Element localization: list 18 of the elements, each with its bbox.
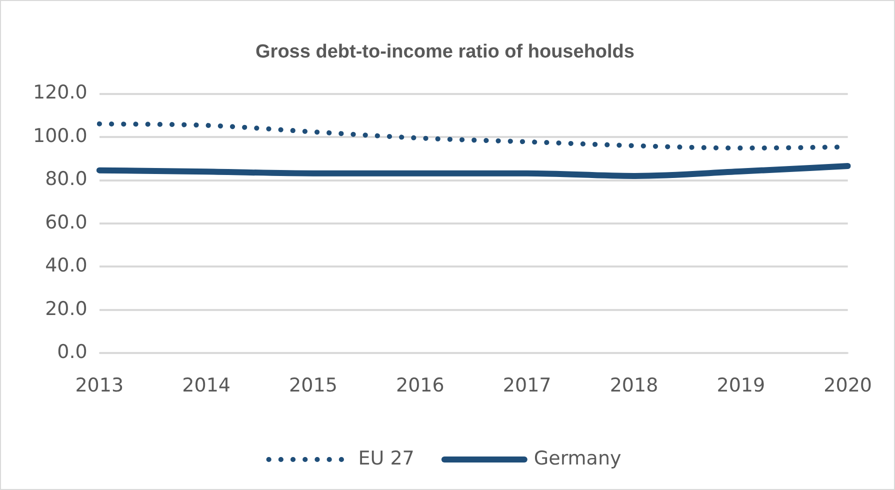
y-tick-label: 20.0 [45,298,88,320]
y-tick-label: 80.0 [45,168,88,190]
legend-label: EU 27 [358,447,414,470]
chart-title: Gross debt-to-income ratio of households [256,42,634,63]
x-tick-label: 2016 [396,374,444,397]
legend-label: Germany [534,447,622,470]
y-tick-label: 100.0 [32,124,88,147]
y-tick-label: 120.0 [32,82,88,104]
y-tick-label: 40.0 [45,254,88,277]
y-tick-label: 0.0 [57,341,88,364]
y-tick-label: 60.0 [45,211,88,234]
x-tick-label: 2017 [502,374,552,397]
x-tick-label: 2018 [610,374,658,397]
x-tick-label: 2019 [716,374,766,397]
x-tick-label: 2013 [75,374,124,397]
x-tick-label: 2020 [824,374,872,397]
x-tick-label: 2014 [182,374,230,397]
x-tick-label: 2015 [289,374,338,397]
